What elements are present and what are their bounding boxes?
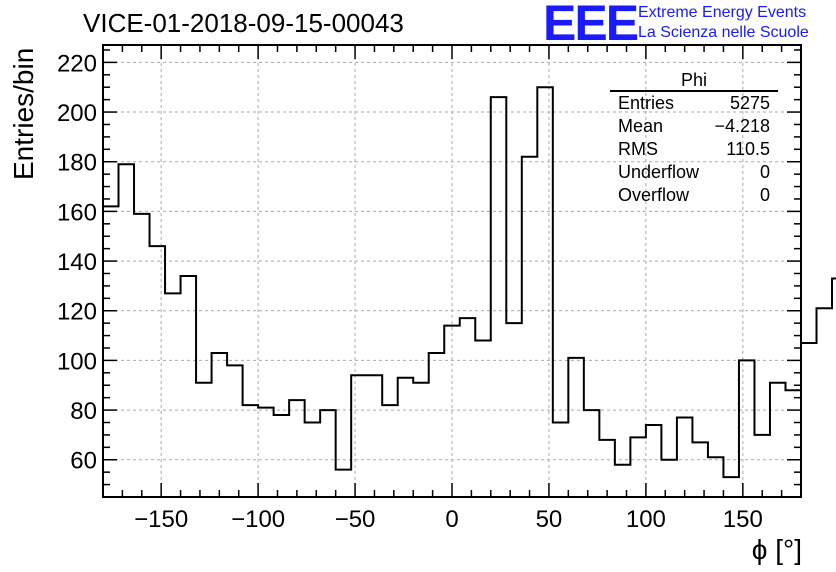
- histogram-bin: [305, 422, 321, 497]
- histogram-bin: [723, 477, 739, 497]
- histogram-bin: [785, 390, 801, 497]
- histogram-bin: [289, 400, 305, 497]
- stats-value: 0: [759, 185, 770, 205]
- logo-caption: Extreme Energy Events La Scienza nelle S…: [638, 3, 809, 43]
- stats-label: Underflow: [618, 162, 700, 182]
- stats-row-rms: RMS 110.5: [610, 138, 778, 161]
- y-tick-label: 60: [70, 448, 97, 475]
- y-axis-label: Entries/bin: [8, 47, 39, 180]
- histogram-bin: [351, 375, 367, 497]
- x-tick-label: −150: [134, 506, 188, 533]
- x-tick-label: −100: [231, 506, 285, 533]
- histogram-bin: [584, 410, 600, 497]
- histogram-bin: [134, 214, 150, 497]
- chart-title: VICE-01-2018-09-15-00043: [83, 8, 404, 38]
- histogram-bin: [739, 360, 755, 497]
- histogram-bin: [398, 378, 414, 497]
- y-tick-label: 80: [70, 398, 97, 425]
- stats-box: Phi Entries 5275 Mean −4.218 RMS 110.5 U…: [610, 70, 778, 207]
- stats-label: RMS: [618, 139, 658, 159]
- stats-value: −4.218: [714, 116, 770, 136]
- histogram-bin: [150, 246, 166, 497]
- y-tick-label: 100: [57, 348, 97, 375]
- histogram-bin: [599, 440, 615, 497]
- histogram-bin: [212, 353, 228, 497]
- x-tick-label: 150: [723, 506, 763, 533]
- histogram-series: [103, 86, 836, 479]
- histogram-bin: [754, 435, 770, 497]
- histogram-bin: [506, 323, 522, 497]
- histogram-bin: [692, 442, 708, 497]
- histogram-bin: [630, 437, 646, 497]
- y-tick-label: 220: [57, 50, 97, 77]
- histogram-bin: [491, 97, 507, 497]
- histogram-bin: [274, 415, 290, 497]
- histogram-bin: [553, 422, 569, 497]
- histogram-bin: [615, 465, 631, 497]
- histogram-bin: [817, 308, 833, 497]
- histogram-bin: [429, 353, 445, 497]
- histogram-bin: [770, 383, 786, 497]
- histogram-bin: [258, 408, 274, 497]
- histogram-bin: [661, 460, 677, 497]
- y-tick-label: 140: [57, 249, 97, 276]
- x-tick-label: 0: [445, 506, 458, 533]
- histogram-bin: [801, 343, 817, 497]
- histogram-bin: [522, 157, 538, 497]
- histogram-bin: [119, 164, 135, 497]
- stats-row-entries: Entries 5275: [610, 92, 778, 115]
- y-tick-label: 200: [57, 100, 97, 127]
- histogram-bin: [367, 375, 383, 497]
- stats-row-mean: Mean −4.218: [610, 115, 778, 138]
- y-tick-label: 160: [57, 199, 97, 226]
- histogram-bin: [181, 276, 197, 497]
- histogram-bin: [336, 470, 352, 497]
- stats-label: Mean: [618, 116, 664, 136]
- eee-logo: EEE: [543, 0, 639, 51]
- stats-row-underflow: Underflow 0: [610, 161, 778, 184]
- histogram-bin: [460, 318, 476, 497]
- stats-value: 110.5: [726, 139, 770, 159]
- histogram-bin: [243, 405, 259, 497]
- histogram-bin: [196, 383, 212, 497]
- x-tick-label: −50: [335, 506, 376, 533]
- logo-line-2: La Scienza nelle Scuole: [638, 24, 809, 41]
- histogram-bin: [646, 425, 662, 497]
- histogram-bin: [568, 358, 584, 497]
- y-tick-label: 120: [57, 299, 97, 326]
- histogram-bin: [227, 365, 243, 497]
- histogram-bin: [832, 278, 836, 497]
- histogram-bin: [708, 457, 724, 497]
- histogram-bin: [165, 293, 181, 497]
- histogram-bin: [475, 341, 491, 497]
- histogram-bin: [444, 326, 460, 497]
- histogram-bin: [103, 206, 119, 497]
- y-tick-label: 180: [57, 150, 97, 177]
- stats-value: 0: [759, 162, 770, 182]
- logo-line-1: Extreme Energy Events: [638, 4, 807, 21]
- histogram-bin: [677, 418, 693, 497]
- stats-row-overflow: Overflow 0: [610, 184, 778, 207]
- histogram-bin: [320, 410, 336, 497]
- stats-label: Entries: [618, 93, 675, 113]
- stats-value: 5275: [729, 93, 770, 113]
- stats-header: Phi: [610, 70, 778, 92]
- histogram-bin: [537, 87, 553, 497]
- histogram-bin: [413, 383, 429, 497]
- histogram-bin: [382, 405, 398, 497]
- x-tick-label: 100: [626, 506, 666, 533]
- stats-label: Overflow: [618, 185, 690, 205]
- x-axis-label: ϕ [°]: [751, 534, 802, 565]
- x-tick-label: 50: [536, 506, 563, 533]
